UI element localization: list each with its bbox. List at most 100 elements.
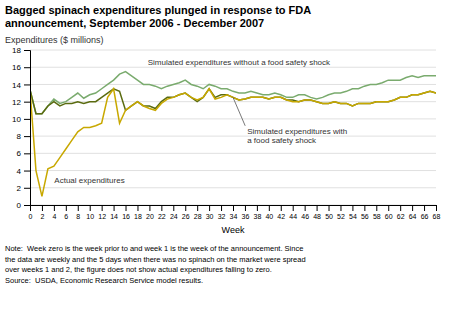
x-tick-mark — [317, 205, 318, 211]
text-line: Bagged spinach expenditures plunged in r… — [5, 4, 311, 16]
y-tick: 0 — [17, 201, 30, 210]
lines — [30, 72, 436, 197]
x-tick: 58 — [373, 205, 381, 220]
x-tick-mark — [364, 205, 365, 211]
x-tick-label: 58 — [373, 213, 381, 220]
grid-line — [30, 187, 436, 188]
x-tick-label: 10 — [86, 213, 94, 220]
x-tick: 34 — [230, 205, 238, 220]
x-tick: 54 — [349, 205, 357, 220]
x-tick-label: 12 — [98, 213, 106, 220]
x-tick: 12 — [98, 205, 106, 220]
grid-line — [30, 118, 436, 119]
annotation: Simulated expenditures without a food sa… — [148, 58, 331, 67]
x-tick-label: 68 — [433, 213, 441, 220]
annotations: Simulated expenditures without a food sa… — [54, 58, 347, 186]
x-tick: 62 — [397, 205, 405, 220]
grid-line — [30, 50, 436, 51]
y-tick-label: 2 — [17, 184, 22, 193]
x-tick: 16 — [122, 205, 130, 220]
x-tick-label: 30 — [206, 213, 214, 220]
x-tick: 44 — [289, 205, 297, 220]
x-tick-label: 18 — [134, 213, 142, 220]
grid-line — [30, 136, 436, 137]
x-tick-mark — [114, 205, 115, 211]
x-tick-mark — [400, 205, 401, 211]
x-tick-mark — [436, 205, 437, 211]
title: Bagged spinach expenditures plunged in r… — [5, 4, 311, 29]
x-axis-title: Week — [222, 225, 245, 235]
y-tick-label: 8 — [17, 132, 22, 141]
x-tick-label: 0 — [29, 213, 33, 220]
x-tick-mark — [257, 205, 258, 211]
x-tick-label: 42 — [277, 213, 285, 220]
text-line: announcement, September 2006 - December … — [5, 17, 264, 29]
x-tick-mark — [269, 205, 270, 211]
y-tick-mark — [24, 153, 30, 154]
x-tick-label: 52 — [337, 213, 345, 220]
chart: Bagged spinach expenditures plunged in r… — [0, 0, 450, 319]
x-tick: 60 — [385, 205, 393, 220]
y-tick-mark — [24, 102, 30, 103]
x-tick-mark — [137, 205, 138, 211]
y-tick: 8 — [17, 132, 30, 141]
x-tick: 38 — [253, 205, 261, 220]
series-line — [30, 72, 436, 114]
y-axis-title: Expenditures ($ millions) — [5, 35, 104, 45]
x-tick-label: 54 — [349, 213, 357, 220]
x-tick-label: 2 — [40, 213, 44, 220]
x-tick-mark — [281, 205, 282, 211]
y-tick-mark — [24, 50, 30, 51]
x-tick: 28 — [194, 205, 202, 220]
x-tick-label: 26 — [182, 213, 190, 220]
x-tick-mark — [245, 205, 246, 211]
y-tick-label: 6 — [17, 149, 22, 158]
y-tick: 14 — [12, 81, 30, 90]
x-tick: 24 — [170, 205, 178, 220]
x-tick-mark — [329, 205, 330, 211]
x-tick: 52 — [337, 205, 345, 220]
x-tick: 18 — [134, 205, 142, 220]
y-axis: 024681012141618 — [12, 46, 30, 210]
x-tick-label: 64 — [409, 213, 417, 220]
y-tick-mark — [24, 188, 30, 189]
y-tick-mark — [24, 136, 30, 137]
x-tick: 48 — [313, 205, 321, 220]
y-tick: 16 — [12, 63, 30, 72]
y-axis-domain — [24, 51, 31, 206]
x-tick-label: 60 — [385, 213, 393, 220]
x-tick-label: 16 — [122, 213, 130, 220]
x-tick-mark — [126, 205, 127, 211]
x-tick-mark — [412, 205, 413, 211]
y-tick-label: 18 — [12, 46, 21, 55]
x-tick-label: 6 — [64, 213, 68, 220]
annotation: Actual expenditures — [54, 176, 124, 185]
x-tick-label: 24 — [170, 213, 178, 220]
x-tick: 10 — [86, 205, 94, 220]
x-tick: 6 — [64, 205, 68, 220]
annotation-arrow — [233, 97, 245, 125]
y-tick-label: 16 — [12, 63, 21, 72]
x-tick: 4 — [52, 205, 56, 220]
x-tick: 50 — [325, 205, 333, 220]
x-tick-label: 28 — [194, 213, 202, 220]
y-tick-label: 0 — [17, 201, 22, 210]
text-line: Note: Week zero is the week prior to and… — [5, 244, 303, 253]
x-tick-label: 50 — [325, 213, 333, 220]
x-tick-mark — [376, 205, 377, 211]
x-tick-label: 44 — [289, 213, 297, 220]
x-tick-label: 38 — [253, 213, 261, 220]
x-tick-label: 4 — [52, 213, 56, 220]
x-tick-mark — [424, 205, 425, 211]
x-tick: 64 — [409, 205, 417, 220]
plot: 0246810121416182022242628303234363840424… — [12, 46, 440, 235]
y-tick-mark — [24, 171, 30, 172]
x-tick-label: 66 — [421, 213, 429, 220]
grid — [30, 50, 436, 205]
text-line: the data are weekly and the 5 days when … — [5, 255, 306, 264]
x-tick-mark — [90, 205, 91, 211]
x-tick-mark — [233, 205, 234, 211]
x-tick: 20 — [146, 205, 154, 220]
x-tick-mark — [197, 205, 198, 211]
x-tick-label: 56 — [361, 213, 369, 220]
